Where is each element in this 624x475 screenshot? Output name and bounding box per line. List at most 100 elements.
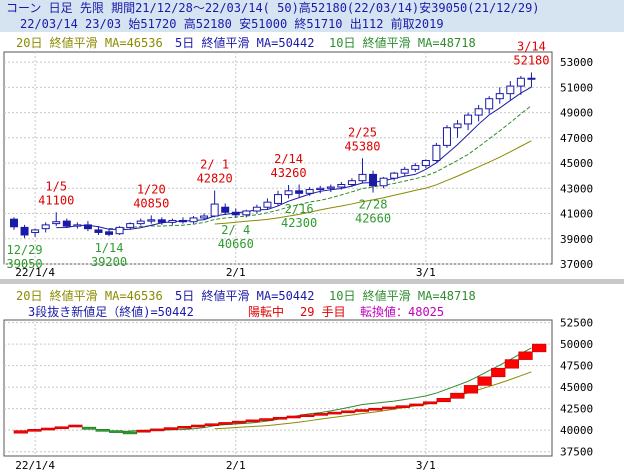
kagi-brick-up [395,405,410,408]
kagi-brick-up [218,422,233,425]
ma20-line [214,140,532,225]
kagi-brick-up [54,426,69,430]
y-tick-label: 42500 [560,403,593,416]
candle-body [210,203,219,217]
kagi-brick-down [95,429,110,432]
low-annotation-value: 42300 [281,216,317,230]
candle-body [178,219,187,223]
legend-ma5: 5日 終値平滑 MA=50442 [175,35,314,50]
x-tick-label: 22/1/4 [15,266,55,279]
kagi-brick-up [368,407,383,411]
low-annotation-date: 12/29 [6,243,42,257]
kagi-brick-up [300,414,315,417]
high-annotation-date: 1/5 [45,179,67,193]
legend-ma10: 10日 終値平滑 MA=48718 [329,35,476,50]
bottom-plot-frame [3,319,553,457]
candle-body [506,85,515,95]
legend-ma5-lower: 5日 終値平滑 MA=50442 [175,288,314,303]
y-tick-label: 49000 [560,107,593,120]
chart-header-line1: コーン 日足 先限 期間21/12/28～22/03/14( 50)高52180… [0,0,624,16]
candle-body [485,98,494,110]
y-tick-label: 52500 [560,317,593,330]
kagi-brick-up [450,392,465,399]
kagi-brick-up [136,429,151,433]
kagi-switch: 転換値：48025 [360,304,444,319]
high-annotation-date: 2/14 [274,152,303,166]
candle-body [326,186,335,189]
candle-body [516,77,525,87]
high-annotation-value: 42820 [197,172,233,186]
y-tick-label: 40000 [560,424,593,437]
kagi-brick-up [40,427,56,431]
candle-body [126,223,135,228]
legend-ma20-lower: 20日 終値平滑 MA=46536 [16,288,163,303]
ma5-line [56,86,532,231]
kagi-brick-up [436,398,451,403]
kagi-brick-up [68,424,83,428]
x-tick-label: 3/1 [416,266,436,279]
candle-body [411,165,420,170]
kagi-brick-up [245,419,260,423]
ma10-line [109,347,532,433]
high-annotation-date: 3/14 [517,39,546,53]
kagi-brick-up [504,359,520,369]
panel-separator [0,279,624,284]
kagi-brick-up [204,423,219,427]
legend-ma10-lower: 10日 終値平滑 MA=48718 [329,288,476,303]
kagi-brick-up [27,429,42,432]
kagi-brick-up [313,413,329,416]
candle-body [263,201,272,208]
low-annotation-date: 1/14 [95,241,124,255]
kagi-brick-up [422,401,438,405]
x-tick-label: 2/1 [226,266,246,279]
y-tick-label: 51000 [560,81,593,94]
high-annotation-date: 2/ 1 [200,158,229,172]
candle-body [358,173,367,182]
y-tick-label: 45000 [560,157,593,170]
kagi-brick-up [259,418,274,421]
y-tick-label: 37000 [560,258,593,271]
high-annotation-value: 40850 [133,196,169,210]
candle-body [221,206,230,213]
kagi-brick-up [191,424,206,428]
candle-body [474,108,483,116]
low-annotation-value: 39200 [91,255,127,269]
kagi-info: 3段抜き新値足（終値)=50442 [28,304,194,319]
y-tick-label: 47000 [560,132,593,145]
candle-body [527,77,536,80]
candle-body [157,219,166,223]
kagi-brick-up [286,415,301,419]
low-annotation-date: 2/16 [285,202,314,216]
kagi-brick-down [109,430,124,433]
high-annotation-date: 1/20 [137,182,166,196]
kagi-brick-up [150,428,165,432]
kagi-chart: 37500 40000 42500 45000 47500 50000 52500 22/1… [3,288,593,472]
kagi-brick-up [354,409,369,412]
candle-body [20,226,29,236]
kagi-brick-up [272,416,288,420]
kagi-brick-up [477,376,492,386]
candle-body [136,220,145,225]
y-tick-label: 43000 [560,182,593,195]
candle-body [400,168,409,174]
candle-body [31,229,40,233]
low-annotation-date: 2/28 [359,198,388,212]
candle-body [337,184,346,188]
candle-body [390,172,399,179]
candle-body [105,231,114,235]
candle-body [62,220,71,227]
ma10-line [109,105,532,230]
high-annotation-value: 45380 [344,139,380,153]
candle-body [73,224,82,227]
candle-body [284,190,293,196]
kagi-brick-up [163,427,178,430]
candle-body [347,180,356,185]
candle-body [231,211,240,216]
candle-body [115,226,124,235]
y-tick-label: 45000 [560,381,593,394]
y-tick-label: 47500 [560,360,593,373]
kagi-state: 陽転中 [248,304,284,319]
high-annotation-date: 2/25 [348,125,377,139]
kagi-brick-up [382,406,397,410]
kagi-brick-up [409,403,424,407]
